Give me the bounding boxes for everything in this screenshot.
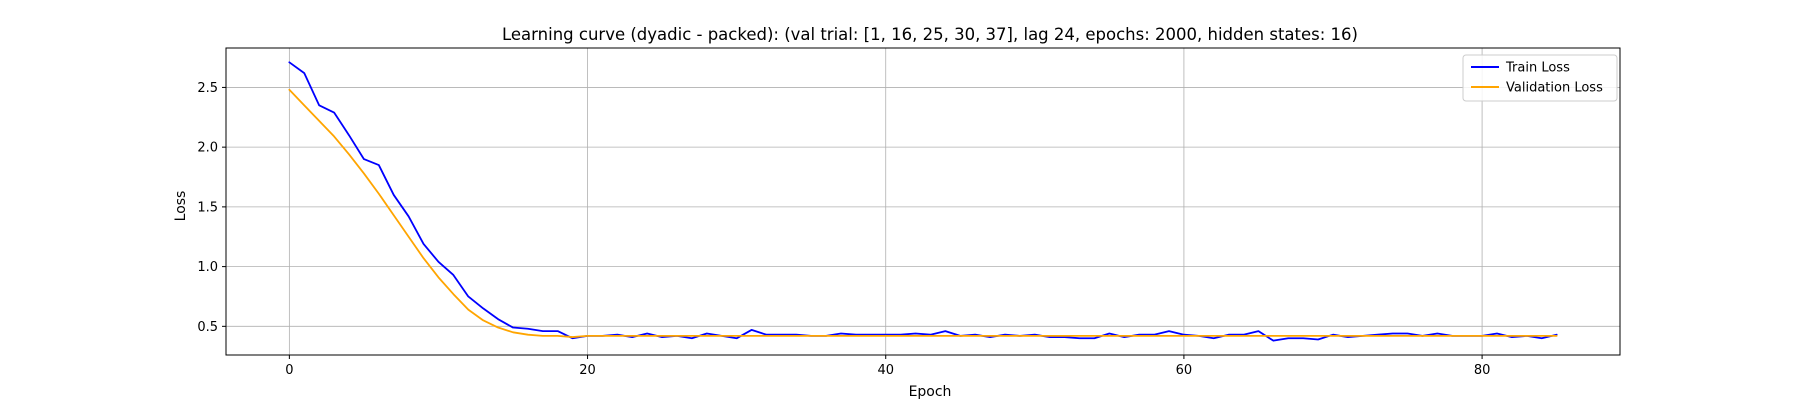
legend: Train Loss Validation Loss [1462,54,1618,102]
x-tick-label: 20 [579,363,596,378]
grid [226,48,1620,355]
x-tick-label: 80 [1474,363,1491,378]
y-tick-label: 2.0 [197,141,218,156]
y-tick-label: 2.5 [197,81,218,96]
x-tick-label: 60 [1176,363,1193,378]
x-tick-label: 0 [285,363,293,378]
y-tick-label: 1.5 [197,200,218,215]
legend-train-label: Train Loss [1505,61,1570,76]
x-tick-label: 40 [877,363,894,378]
validation-loss-line [288,88,1558,338]
axis-ticks: 0 20 40 60 80 0.5 1.0 1.5 2.0 2.5 [197,81,1490,378]
y-tick-label: 1.0 [197,260,218,275]
y-tick-label: 0.5 [197,320,218,335]
legend-validation-label: Validation Loss [1506,81,1603,96]
series-layer [288,61,1558,342]
chart-title: Learning curve (dyadic - packed): (val t… [502,25,1358,44]
x-axis-label: Epoch [909,384,952,400]
y-axis-label: Loss [173,191,189,222]
plot-frame [225,47,1621,356]
legend-box [1462,54,1618,102]
